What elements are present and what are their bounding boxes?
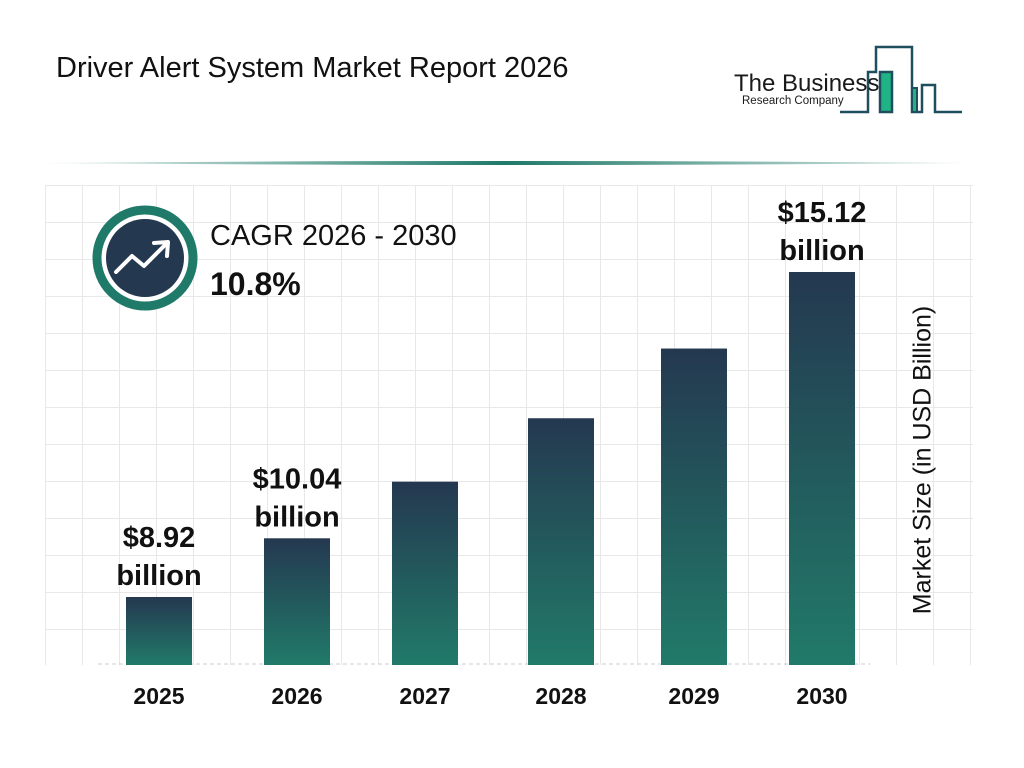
header-divider (40, 161, 970, 165)
bar-2030 (789, 272, 855, 665)
y-axis-label: Market Size (in USD Billion) (908, 305, 937, 615)
logo-text-line2: Research Company (742, 95, 844, 107)
company-logo: The Business Research Company (730, 42, 965, 117)
x-tick-label: 2025 (133, 683, 184, 709)
data-label: $8.92 (123, 522, 196, 554)
data-label: $15.12 (778, 197, 867, 229)
cagr-label: CAGR 2026 - 2030 (210, 220, 457, 252)
page-title: Driver Alert System Market Report 2026 (56, 52, 569, 84)
bar-2029 (661, 348, 727, 665)
logo-buildings-icon (840, 45, 962, 114)
data-label: billion (116, 560, 201, 592)
bar-2028 (528, 418, 594, 665)
cagr-value: 10.8% (210, 266, 301, 302)
x-tick-label: 2028 (535, 683, 586, 709)
bar-2027 (392, 481, 458, 665)
data-label: billion (779, 235, 864, 267)
logo-text-line1: The Business (734, 70, 880, 97)
x-tick-label: 2027 (399, 683, 450, 709)
x-tick-label: 2026 (271, 683, 322, 709)
bar-2025 (126, 597, 192, 665)
trending-up-icon (114, 240, 170, 274)
x-tick-label: 2029 (668, 683, 719, 709)
data-label: billion (254, 501, 339, 533)
data-label: $10.04 (253, 463, 342, 495)
x-tick-label: 2030 (796, 683, 847, 709)
bar-2026 (264, 538, 330, 665)
